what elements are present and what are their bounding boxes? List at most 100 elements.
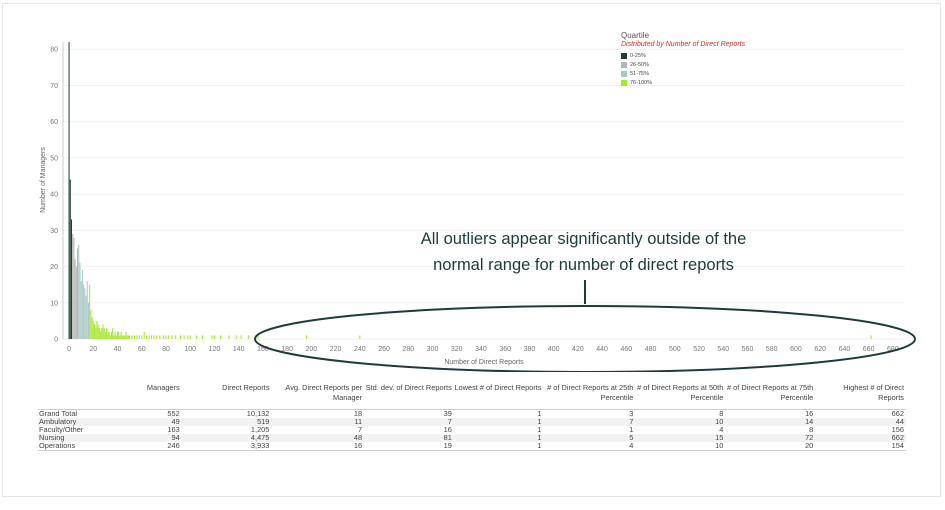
histogram-bar[interactable] [84,288,86,339]
histogram-bar[interactable] [73,237,75,339]
histogram-bar[interactable] [78,244,80,339]
histogram-bar[interactable] [112,328,114,339]
table-cell: 20 [725,442,816,451]
histogram-bar[interactable] [213,335,215,339]
table-cell: Operations [38,442,139,451]
histogram-bar[interactable] [95,328,97,339]
histogram-bar[interactable] [70,219,72,339]
histogram-bar[interactable] [68,42,70,339]
histogram-bar[interactable] [136,335,138,339]
histogram-bar[interactable] [92,320,94,339]
histogram-bar[interactable] [189,335,191,339]
histogram-bar[interactable] [89,284,91,339]
histogram-bar[interactable] [127,335,129,339]
legend-subtitle: Distributed by Number of Direct Reports [621,41,746,48]
histogram-bar[interactable] [110,331,112,339]
table-cell: 4 [719,425,724,434]
histogram-bar[interactable] [104,331,106,339]
histogram-bar[interactable] [167,335,169,339]
histogram-bar[interactable] [86,281,88,339]
histogram-bar[interactable] [359,335,361,339]
histogram-bar[interactable] [155,335,157,339]
histogram-bar[interactable] [131,335,133,339]
histogram-bar[interactable] [81,270,83,339]
histogram-bar[interactable] [93,324,96,339]
histogram-bar[interactable] [100,331,102,339]
histogram-bar[interactable] [123,335,125,339]
histogram-bar[interactable] [108,331,110,339]
histogram-bar[interactable] [79,262,81,339]
histogram-bar[interactable] [102,324,104,339]
y-tick-label: 50 [50,155,58,162]
histogram-bar[interactable] [115,335,117,339]
histogram-bar[interactable] [80,281,82,339]
histogram-bar[interactable] [141,335,143,339]
x-tick-label: 380 [524,346,536,353]
histogram-bar[interactable] [175,335,177,339]
histogram-bar[interactable] [146,335,148,339]
histogram-bar[interactable] [85,295,87,339]
table-header-row: Managers Direct Reports Avg. Direct Repo… [38,383,906,410]
histogram-bar[interactable] [171,335,173,339]
legend-item-q3[interactable]: 51-75% [621,69,745,78]
histogram-bar[interactable] [103,328,105,339]
x-tick-label: 140 [233,346,245,353]
histogram-bar[interactable] [107,331,109,339]
histogram-bar[interactable] [150,335,152,339]
histogram-bar[interactable] [257,335,259,339]
y-tick-label: 0 [54,337,58,344]
legend-item-q2[interactable]: 26-50% [621,60,745,69]
histogram-bar[interactable] [97,324,99,339]
histogram-bar[interactable] [118,331,120,339]
histogram-bar[interactable] [148,335,150,339]
col-header-p25: # of Direct Reports at 25th Percentile [547,383,634,402]
histogram-bar[interactable] [124,335,126,339]
histogram-bar[interactable] [83,284,85,339]
histogram-bar[interactable] [247,335,249,339]
histogram-bar[interactable] [138,335,140,339]
histogram-bar[interactable] [228,335,230,339]
histogram-bar[interactable] [69,179,71,339]
legend-item-q4[interactable]: 76-100% [621,78,745,87]
histogram-bar[interactable] [98,328,100,339]
histogram-bar[interactable] [240,335,242,339]
histogram-bar[interactable] [119,335,121,339]
histogram-bar[interactable] [183,335,185,339]
histogram-bar[interactable] [129,335,131,339]
histogram-bar[interactable] [143,331,145,339]
histogram-bar[interactable] [159,335,161,339]
histogram-bar[interactable] [120,331,122,339]
legend-item-q1[interactable]: 0-25% [621,51,745,60]
histogram-bar[interactable] [153,335,155,339]
histogram-chart: 0 10 20 30 40 50 60 70 80 0 20 40 60 80 100 120 140 160 1… [40,42,916,372]
histogram-bar[interactable] [235,335,237,339]
histogram-bar[interactable] [305,335,308,339]
histogram-bar[interactable] [114,331,116,339]
histogram-bar[interactable] [106,328,108,339]
histogram-bar[interactable] [219,335,222,339]
histogram-bar[interactable] [74,259,76,339]
histogram-bar[interactable] [121,335,123,339]
histogram-bar[interactable] [91,317,93,339]
histogram-bar[interactable] [187,335,189,339]
histogram-bar[interactable] [125,331,127,339]
histogram-bar[interactable] [133,335,135,339]
histogram-bar[interactable] [113,335,115,339]
histogram-bar[interactable] [126,335,128,339]
histogram-bar[interactable] [165,335,167,339]
histogram-bar[interactable] [201,335,203,339]
histogram-bar[interactable] [75,266,77,339]
histogram-bar[interactable] [870,335,872,339]
histogram-bar[interactable] [180,335,182,339]
histogram-bar[interactable] [77,248,79,339]
histogram-bar[interactable] [90,310,92,339]
histogram-bar[interactable] [96,320,98,339]
histogram-bar[interactable] [101,328,103,339]
histogram-bar[interactable] [109,335,111,339]
histogram-bar[interactable] [211,335,213,339]
histogram-bar[interactable] [163,335,165,339]
histogram-bar[interactable] [117,331,119,339]
histogram-bar[interactable] [87,302,89,339]
histogram-bar[interactable] [195,335,197,339]
histogram-bar[interactable] [72,233,74,339]
